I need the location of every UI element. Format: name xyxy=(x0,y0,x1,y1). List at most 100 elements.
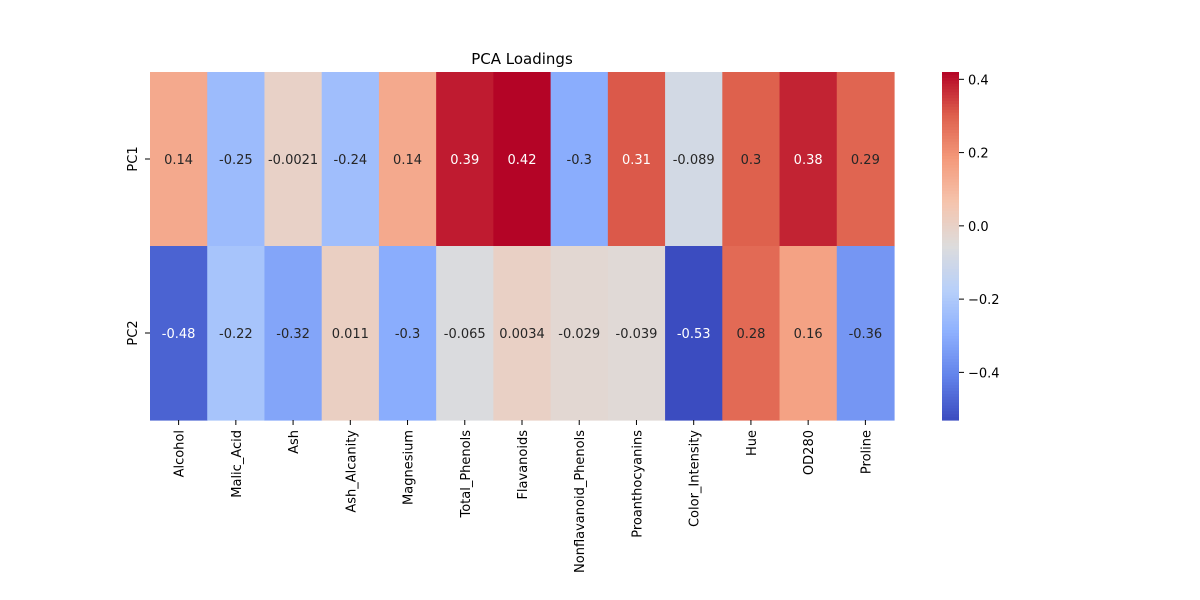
colorbar-segment xyxy=(942,167,959,172)
x-tick-label: Total_Phenols xyxy=(459,430,474,519)
heatmap-cell xyxy=(550,246,609,421)
colorbar-segment xyxy=(942,280,959,285)
colorbar-segment xyxy=(942,164,959,169)
cell-label: 0.3 xyxy=(741,153,762,168)
heatmap-cell-labels: 0.14 -0.25 -0.0021 -0.24 0.14 0.39 0.42 -0.3 0.3… xyxy=(162,153,882,342)
heatmap-cell xyxy=(378,72,437,247)
colorbar-segment xyxy=(942,254,959,259)
cell-label: -0.0021 xyxy=(268,153,318,168)
colorbar-segment xyxy=(942,414,959,418)
colorbar-tick-label: 0.2 xyxy=(968,147,989,162)
cell-label: -0.3 xyxy=(395,327,420,342)
heatmap-cell xyxy=(779,72,838,247)
heatmap-cell xyxy=(321,72,380,247)
cell-label: 0.16 xyxy=(794,327,823,342)
colorbar-segment xyxy=(942,402,959,407)
colorbar-segment xyxy=(942,306,959,311)
colorbar-segment xyxy=(942,95,959,99)
colorbar-segment xyxy=(942,124,959,128)
x-tick-label: Alcohol xyxy=(173,430,188,477)
heatmap-cell xyxy=(493,246,552,421)
cell-label: -0.22 xyxy=(219,327,253,342)
colorbar-segment xyxy=(942,231,959,235)
colorbar-segment xyxy=(942,217,959,221)
heatmap-cell xyxy=(264,72,323,247)
colorbar-segment xyxy=(942,248,959,253)
cell-label: 0.011 xyxy=(332,327,369,342)
heatmap-cell xyxy=(722,246,781,421)
heatmap-cell xyxy=(607,246,666,421)
heatmap-cell xyxy=(836,246,895,421)
colorbar-segment xyxy=(942,150,959,154)
colorbar-segment xyxy=(942,179,959,183)
colorbar-segment xyxy=(942,185,959,189)
colorbar-segment xyxy=(942,228,959,233)
colorbar-segment xyxy=(942,408,959,412)
colorbar-segment xyxy=(942,353,959,357)
colorbar-segment xyxy=(942,83,959,88)
heatmap-cell xyxy=(436,72,494,247)
heatmap-cell xyxy=(550,72,609,247)
colorbar-segment xyxy=(942,89,959,93)
colorbar-segment xyxy=(942,364,959,369)
y-axis: PC1 PC2 xyxy=(126,146,150,346)
y-tick-label: PC2 xyxy=(126,320,141,345)
colorbar-segment xyxy=(942,246,959,250)
heatmap-cell xyxy=(436,246,494,421)
heatmap-cell xyxy=(321,246,380,421)
cell-label: -0.24 xyxy=(333,153,367,168)
cell-label: -0.53 xyxy=(677,327,711,342)
colorbar-segment xyxy=(942,344,959,349)
cell-label: 0.29 xyxy=(851,153,880,168)
colorbar-segment xyxy=(942,109,959,114)
heatmap-cell xyxy=(722,72,781,247)
colorbar-tick-label: −0.2 xyxy=(968,293,1000,308)
cell-label: 0.39 xyxy=(450,153,479,168)
x-tick-label: Proanthocyanins xyxy=(630,430,645,538)
colorbar-segment xyxy=(942,260,959,264)
x-tick-label: Color_Intensity xyxy=(688,430,703,527)
colorbar-segment xyxy=(942,411,959,415)
colorbar-segment xyxy=(942,86,959,90)
colorbar-segment xyxy=(942,385,959,389)
heatmap-cell xyxy=(779,246,838,421)
cell-label: -0.48 xyxy=(162,327,196,342)
colorbar-segment xyxy=(942,199,959,204)
colorbar-segment xyxy=(942,144,959,148)
colorbar-tick-label: 0.0 xyxy=(968,220,989,235)
colorbar-segment xyxy=(942,330,959,334)
colorbar-segment xyxy=(942,234,959,238)
colorbar-segment xyxy=(942,289,959,293)
colorbar-segment xyxy=(942,130,959,134)
colorbar-segment xyxy=(942,295,959,299)
cell-label: -0.3 xyxy=(567,153,592,168)
colorbar-segment xyxy=(942,106,959,111)
colorbar-segment xyxy=(942,335,959,340)
colorbar-segment xyxy=(942,190,959,195)
colorbar-segment xyxy=(942,173,959,177)
colorbar-segment xyxy=(942,193,959,198)
heatmap-cell xyxy=(150,246,208,421)
heatmap-cell xyxy=(207,72,266,247)
colorbar-segment xyxy=(942,347,959,351)
x-tick-label: Ash xyxy=(287,430,302,454)
colorbar-segment xyxy=(942,396,959,401)
cell-label: -0.089 xyxy=(673,153,715,168)
colorbar-segment xyxy=(942,112,959,117)
colorbar-segment xyxy=(942,379,959,383)
x-tick-label: Flavanoids xyxy=(516,430,531,500)
x-tick-label: Proline xyxy=(859,430,874,474)
heatmap-cell xyxy=(150,72,208,247)
cell-label: 0.38 xyxy=(794,153,823,168)
cell-label: 0.14 xyxy=(164,153,193,168)
colorbar-segment xyxy=(942,72,959,76)
colorbar-segment xyxy=(942,115,959,119)
colorbar-segment xyxy=(942,341,959,346)
colorbar-tick-label: −0.4 xyxy=(968,366,1000,381)
colorbar-segment xyxy=(942,338,959,343)
cell-label: 0.31 xyxy=(622,153,651,168)
colorbar-segment xyxy=(942,208,959,212)
colorbar-segment xyxy=(942,141,959,146)
